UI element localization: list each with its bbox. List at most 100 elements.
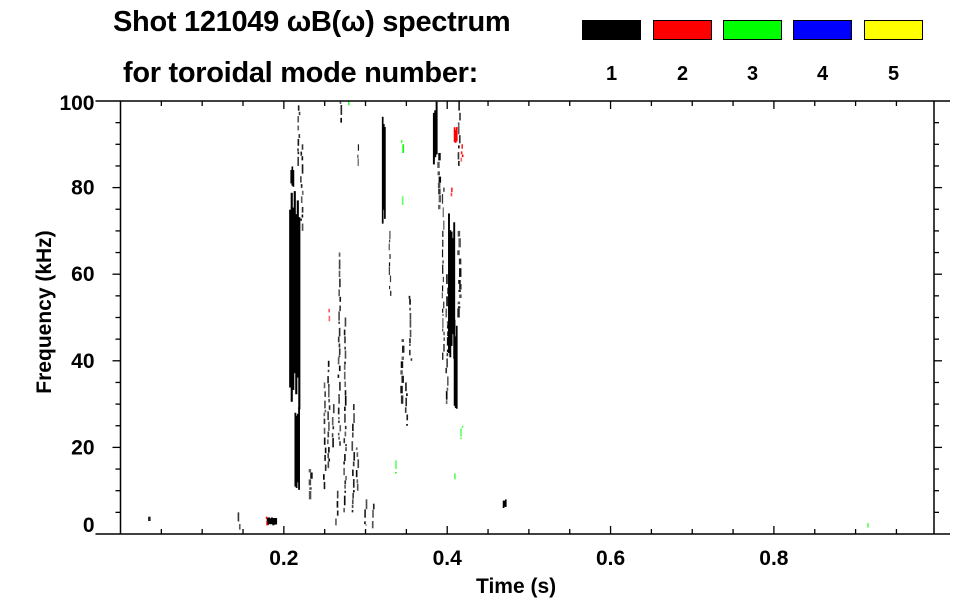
spectrum-streak [300,196,303,204]
spectrum-streak [323,382,326,389]
legend-swatch-mode-4 [793,20,852,40]
spectrum-streak [343,371,346,380]
spectrum-streak [401,345,405,353]
spectrum-feature-mode-1 [400,339,405,404]
spectrum-streak [328,447,330,453]
spectrum-streak [457,308,460,318]
spectrum-streak [237,512,240,522]
spectrum-streak [458,280,461,284]
spectrum-streak [455,325,458,409]
spectrum-streak [308,479,312,486]
spectrum-streak [323,418,326,425]
spectrum-streak [442,352,444,360]
spectrum-streak [446,337,449,346]
spectrum-streak [344,395,347,406]
spectrum-streak [344,381,347,388]
spectrum-streak [446,349,449,353]
spectrum-streak [461,154,464,158]
spectrum-streak [442,239,444,247]
spectrum-streak [443,337,445,341]
spectrum-streak [409,338,411,344]
spectrum-streak [442,230,444,237]
spectrum-streak [323,481,326,490]
legend-label-mode-1: 1 [605,63,618,85]
spectrum-streak [344,346,346,350]
spectrum-streak [297,156,300,166]
spectrum-feature-mode-1 [290,166,295,187]
spectrum-streak [460,151,463,155]
spectrum-streak [339,425,342,432]
legend-title: for toroidal mode number: [123,57,479,89]
spectrum-streak [446,376,449,386]
spectrum-streak [324,400,326,409]
spectrum-streak [339,296,342,302]
spectrum-streak [335,518,337,526]
x-tick-label: 0.6 [596,547,625,570]
spectrum-streak [401,196,404,205]
spectrum-streak [457,250,460,256]
spectrum-streak [460,157,463,162]
spectrum-streak [327,453,330,459]
spectrum-streak [409,343,411,346]
spectrum-streak [343,495,346,506]
spectrum-streak [324,464,327,471]
spectrum-streak [364,521,366,525]
spectrum-streak [300,176,302,183]
spectrum-streak [442,260,444,264]
spectrum-streak [441,194,444,204]
spectrum-streak [408,349,411,356]
x-axis-label: Time (s) [476,575,557,598]
legend-swatch-mode-3 [723,20,782,40]
spectrum-streak [338,321,340,324]
spectrum-streak [338,289,340,297]
spectrum-streak [355,470,358,478]
spectrum-streak [446,325,449,329]
spectrum-streak [446,358,448,368]
spectrum-streak [328,421,330,431]
spectrum-streak [446,353,449,357]
spectrum-streak [447,331,449,337]
spectrum-streak [298,111,301,116]
spectrum-streak [273,518,276,525]
spectrum-feature-mode-1 [457,101,461,166]
spectrum-streak [406,393,408,397]
spectrum-streak [410,358,413,361]
spectrum-streak [343,461,345,465]
spectrum-streak [458,258,462,265]
spectrum-streak [323,474,325,480]
spectrum-streak [332,404,335,414]
y-tick-label: 40 [71,350,94,373]
spectrum-streak [394,471,397,474]
spectrum-streak [408,295,411,299]
spectrum-streak [266,521,268,526]
spectrum-feature-mode-3 [867,523,869,528]
spectrum-feature-mode-1 [388,230,392,296]
spectrum-feature-mode-1 [448,213,456,359]
spectrum-feature-mode-1 [453,319,458,409]
spectrum-streak [339,101,342,104]
spectrum-streak [298,217,301,410]
spectrum-feature-mode-1 [441,187,445,360]
spectrum-streak [328,315,331,322]
spectrum-streak [453,127,456,143]
spectrum-streak [301,206,304,213]
spectrum-feature-mode-3 [394,460,397,474]
spectrum-streak [295,214,298,395]
spectrum-streak [454,473,456,480]
spectrum-streak [432,112,435,165]
spectrum-streak [344,406,346,411]
spectrum-streak [458,135,461,144]
spectrum-streak [336,490,339,499]
spectrum-streak [328,458,331,462]
spectrum-streak [238,524,241,530]
spectrum-streak [298,134,301,138]
spectrum-streak [447,287,449,294]
legend-label-mode-3: 3 [746,63,759,85]
spectrum-streak [438,188,441,195]
spectrum-streak [308,469,312,473]
spectrum-streak [353,452,356,461]
spectrum-streak [457,122,460,126]
spectrum-streak [337,407,340,415]
spectrum-streak [443,331,445,336]
spectrum-streak [301,144,304,150]
